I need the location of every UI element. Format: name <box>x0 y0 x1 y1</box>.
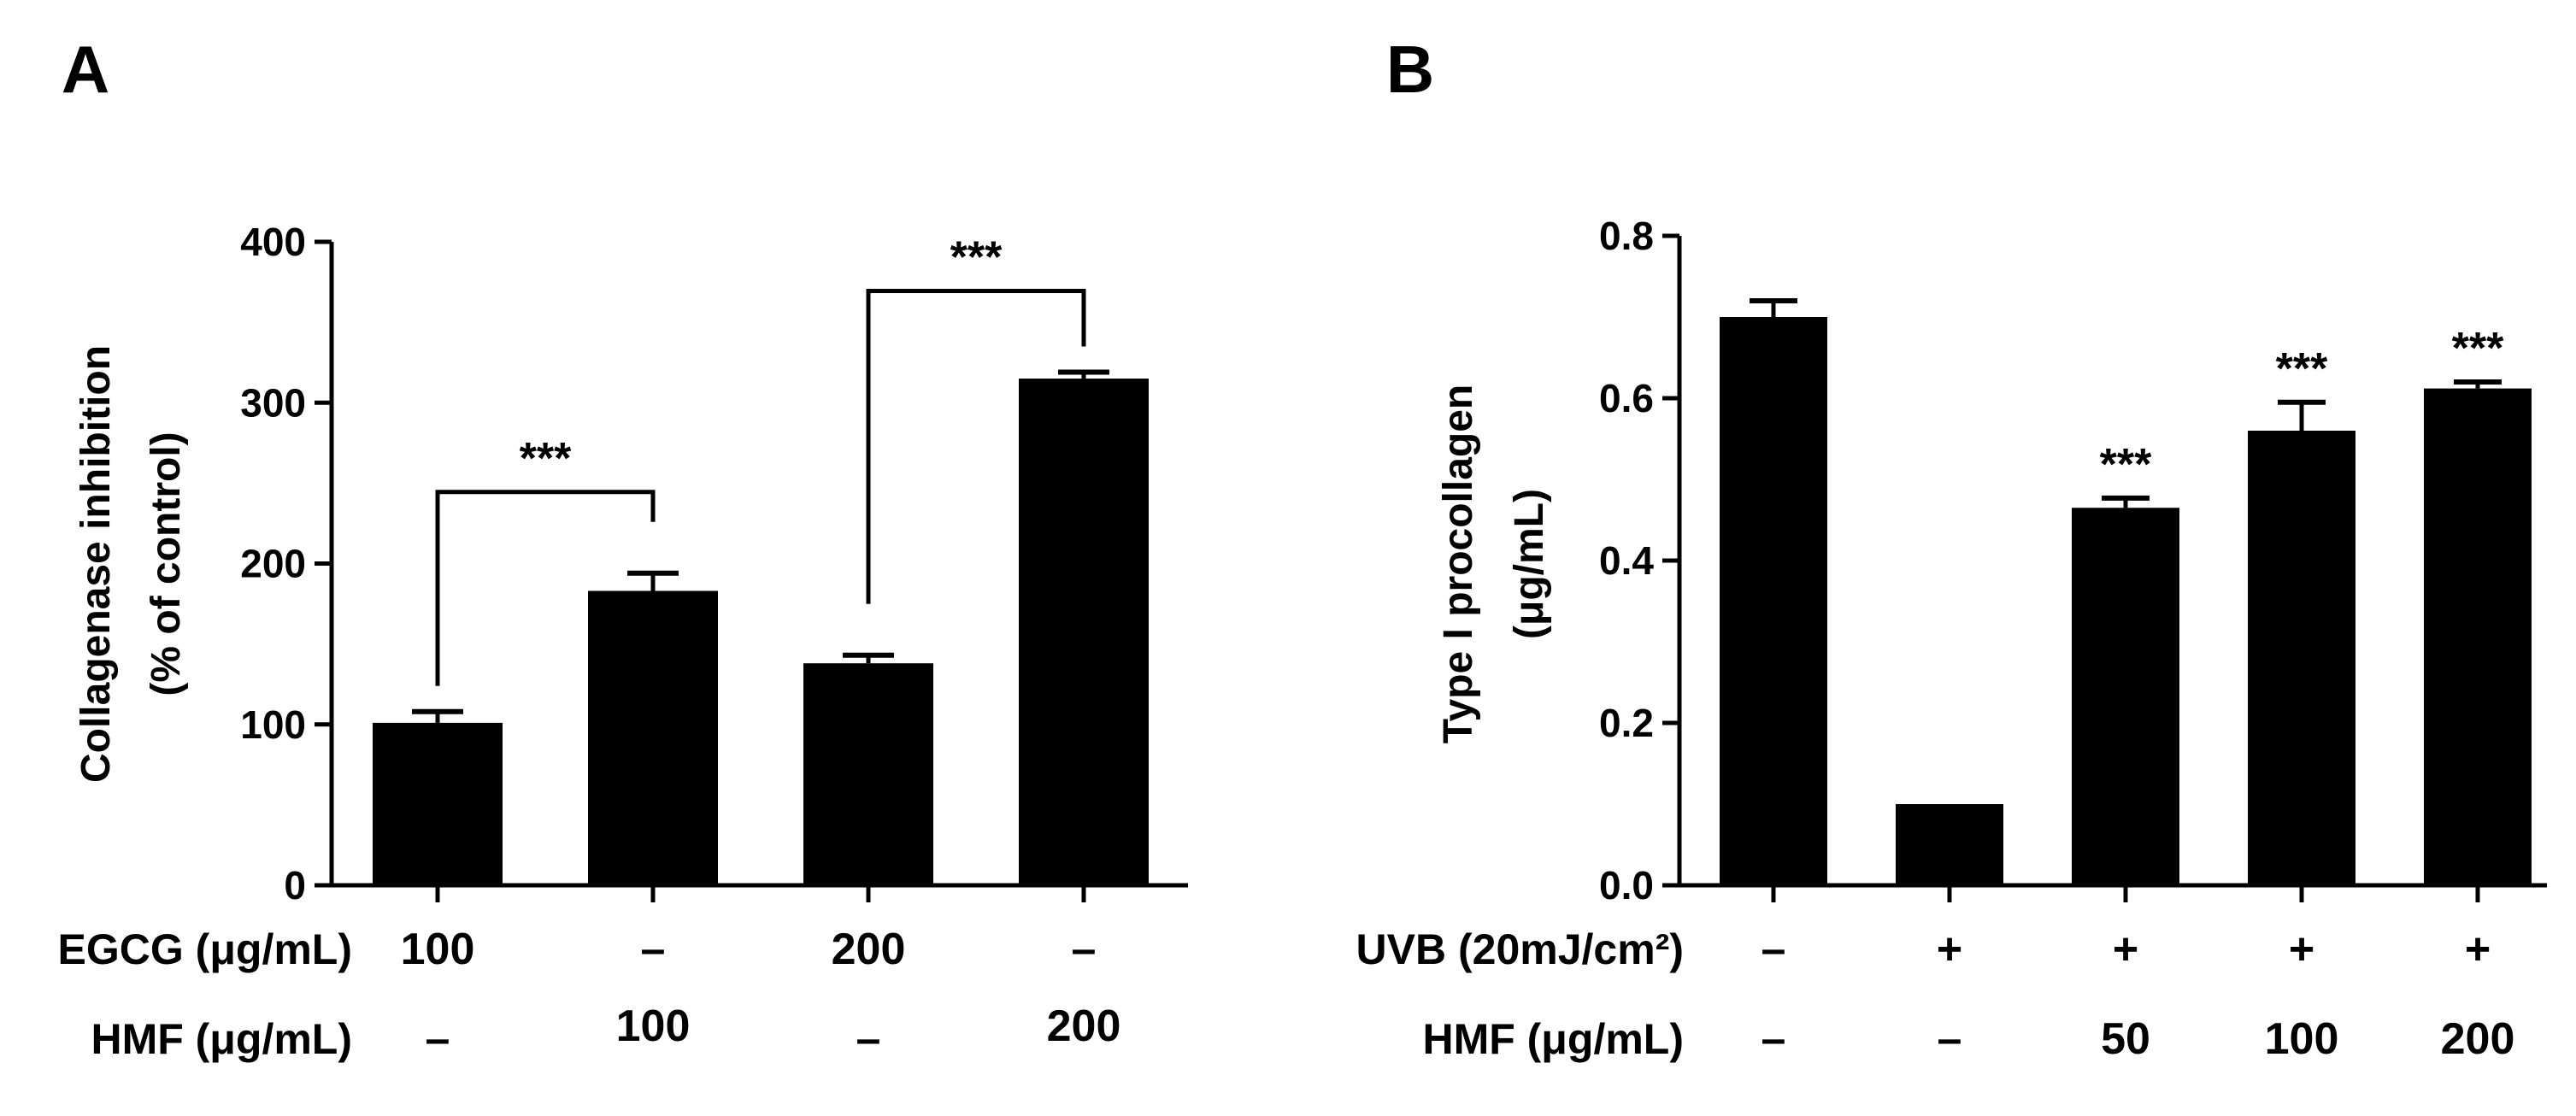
bar <box>1720 317 1827 885</box>
bar <box>1019 379 1149 885</box>
significance-label: *** <box>2100 440 2152 490</box>
condition-cell: 200 <box>832 925 906 974</box>
y-tick-label: 400 <box>240 220 306 264</box>
bar <box>803 663 933 885</box>
y-tick-label: 0.0 <box>1599 863 1654 907</box>
significance-label: *** <box>520 434 572 484</box>
bar <box>373 722 503 885</box>
bar <box>2424 388 2532 886</box>
bar <box>588 590 718 885</box>
y-axis-label: Type I procollagen <box>1436 385 1481 744</box>
condition-cell: – <box>1761 925 1786 974</box>
condition-cell: – <box>426 1014 450 1064</box>
condition-row-label: UVB (20mJ/cm²) <box>1356 925 1684 973</box>
condition-cell: – <box>641 925 666 974</box>
significance-label: *** <box>2452 324 2504 373</box>
significance-bracket <box>866 288 1086 604</box>
panel-letter: B <box>1386 32 1434 107</box>
condition-cell: + <box>2113 925 2138 974</box>
panel-b: B 0.0 0.2 0.4 0.6 0.8 Type I procollagen (μg/mL… <box>1356 32 2547 1064</box>
condition-cell: 100 <box>401 925 475 974</box>
condition-cell: + <box>2465 925 2491 974</box>
condition-cell: 200 <box>1047 1001 1121 1051</box>
condition-row-label: EGCG (μg/mL) <box>58 925 352 973</box>
y-axis-label: Collagenase inhibition <box>74 345 119 783</box>
panel-letter: A <box>62 32 109 107</box>
y-tick-label: 100 <box>240 702 306 747</box>
condition-row-label: HMF (μg/mL) <box>1422 1015 1684 1063</box>
y-axis-label: (μg/mL) <box>1507 489 1552 639</box>
significance-label: *** <box>2276 344 2328 394</box>
y-tick-label: 0.2 <box>1599 701 1654 745</box>
condition-cell: + <box>1937 925 1962 974</box>
condition-cell: – <box>1761 1014 1786 1064</box>
condition-cell: 200 <box>2441 1014 2515 1064</box>
y-tick-label: 300 <box>240 380 306 425</box>
bar <box>2248 431 2355 885</box>
y-tick-label: 0.6 <box>1599 376 1654 420</box>
significance-bracket <box>435 490 656 686</box>
condition-cell: – <box>1072 925 1097 974</box>
condition-cell: 100 <box>616 1001 691 1051</box>
condition-cell: + <box>2289 925 2314 974</box>
panel-a: A 0 100 200 300 400 Collagenase inhibition (% o… <box>58 32 1188 1064</box>
condition-cell: – <box>1938 1014 1962 1064</box>
condition-cell: – <box>856 1014 881 1064</box>
condition-row-label: HMF (μg/mL) <box>91 1015 352 1063</box>
bar <box>1896 804 2003 885</box>
significance-label: *** <box>950 232 1003 282</box>
y-tick-label: 0.4 <box>1599 538 1654 583</box>
y-axis-label: (% of control) <box>144 432 189 696</box>
bar <box>2072 508 2179 885</box>
y-tick-label: 0 <box>284 863 306 907</box>
y-tick-label: 0.8 <box>1599 214 1654 258</box>
condition-cell: 50 <box>2101 1014 2150 1064</box>
condition-cell: 100 <box>2265 1014 2339 1064</box>
y-tick-label: 200 <box>240 542 306 586</box>
